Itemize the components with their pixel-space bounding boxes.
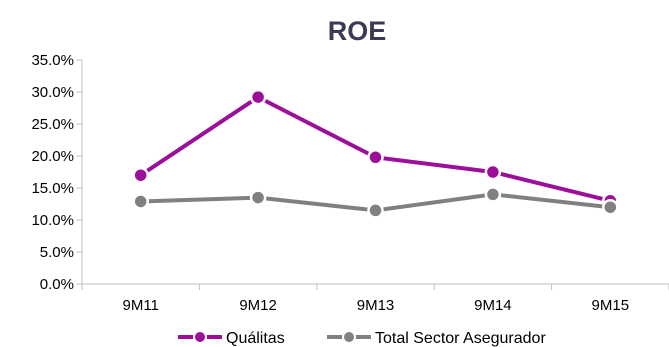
- data-point-1: [367, 202, 384, 219]
- legend-marker-0: [193, 330, 207, 344]
- y-tick-label: 35.0%: [31, 52, 74, 69]
- y-tick-label: 10.0%: [31, 212, 74, 229]
- y-tick-label: 5.0%: [40, 244, 74, 261]
- x-tick-label: 9M11: [122, 297, 158, 314]
- y-tick-label: 25.0%: [31, 116, 74, 133]
- y-tick-label: 20.0%: [31, 148, 74, 165]
- data-point-0: [132, 166, 149, 184]
- data-point-1: [484, 186, 502, 203]
- data-point-0: [484, 163, 502, 181]
- y-tick-label: 0.0%: [40, 276, 74, 293]
- legend-marker-1: [342, 330, 356, 344]
- x-axis-ticks: 9M11 9M12 9M13 9M14 9M15: [81, 284, 669, 314]
- legend-label-0: Quálitas: [226, 330, 285, 347]
- series-layer: [132, 88, 619, 219]
- data-point-1: [132, 193, 149, 210]
- x-tick-label: 9M14: [474, 297, 512, 314]
- data-point-0: [249, 88, 267, 106]
- y-tick-label: 15.0%: [31, 180, 74, 197]
- data-point-0: [367, 149, 384, 166]
- chart-title: ROE: [328, 16, 387, 46]
- x-tick-label: 9M15: [592, 297, 630, 314]
- y-tick-label: 30.0%: [31, 84, 74, 101]
- data-point-1: [249, 189, 267, 206]
- series-line-0: [139, 95, 611, 203]
- legend-label-1: Total Sector Asegurador: [375, 330, 546, 347]
- y-axis-ticks: 0.0% 5.0% 10.0% 15.0% 20.0% 25.0% 30.0% 35.0%: [31, 52, 82, 293]
- x-tick-label: 9M12: [239, 297, 277, 314]
- x-tick-label: 9M13: [357, 297, 395, 314]
- data-point-1: [602, 198, 619, 216]
- legend: Quálitas Total Sector Asegurador: [178, 330, 546, 347]
